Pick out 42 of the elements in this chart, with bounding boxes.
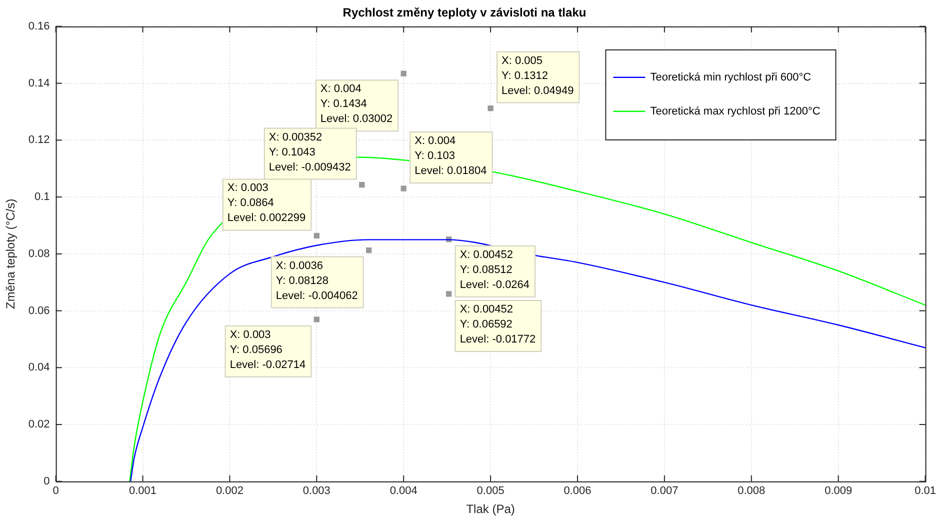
x-tick-label: 0.007 — [650, 485, 678, 498]
x-axis-title: Tlak (Pa) — [466, 502, 515, 516]
annotation: X: 0.005 Y: 0.1312 Level: 0.04949 — [502, 54, 574, 97]
point — [400, 186, 406, 192]
legend-label: Teoretická max rychlost při 1200°C — [650, 105, 820, 118]
x-tick-label: 0.003 — [302, 485, 330, 498]
annotation: X: 0.00352 Y: 0.1043 Level: -0.009432 — [268, 131, 351, 174]
point — [366, 247, 372, 254]
x-tick-label: 0.005 — [476, 485, 504, 498]
point — [314, 316, 320, 322]
y-tick-label: 0.08 — [28, 248, 50, 260]
annotation: X: 0.00452 Y: 0.08512 Level: -0.0264 — [460, 248, 530, 291]
x-tick-label: 0.006 — [564, 485, 592, 498]
y-tick-label: 0.04 — [28, 362, 50, 374]
x-tick-label: 0.01 — [914, 485, 936, 498]
x-tick-label: 0 — [52, 485, 59, 498]
y-tick-label: 0.02 — [28, 418, 50, 431]
annotation: X: 0.004 Y: 0.103 Level: 0.01804 — [414, 135, 487, 178]
annotation: X: 0.0036 Y: 0.08128 Level: -0.004062 — [276, 260, 358, 302]
x-tick-label: 0.004 — [390, 485, 418, 498]
x-tick-label: 0.001 — [128, 485, 157, 498]
annotation: X: 0.003 Y: 0.05696 Level: -0.02714 — [230, 328, 306, 371]
y-tick-label: 0.14 — [28, 77, 50, 90]
y-axis-title: Změna teploty (°C/s) — [4, 198, 18, 309]
point — [400, 70, 406, 76]
legend-label: Teoretická min rychlost při 600°C — [650, 71, 812, 84]
y-tick-label: 0.12 — [28, 134, 50, 146]
x-tick-label: 0.008 — [738, 485, 766, 498]
x-tick-label: 0.002 — [216, 485, 244, 498]
annotation: X: 0.00452 Y: 0.06592 Level: -0.01772 — [460, 303, 536, 346]
point — [359, 182, 365, 188]
annotation: X: 0.003 Y: 0.0864 Level: 0.002299 — [227, 182, 306, 224]
annotation: X: 0.004 Y: 0.1434 Level: 0.03002 — [320, 83, 393, 126]
y-tick-label: 0.16 — [28, 20, 50, 32]
y-tick-label: 0.1 — [34, 191, 50, 204]
y-tick-label: 0.06 — [28, 304, 50, 317]
y-tick-label: 0 — [44, 475, 50, 488]
x-tick-label: 0.009 — [824, 485, 852, 498]
chart-title: Rychlost změny teploty v závisloti na tlaku — [342, 6, 586, 20]
point — [488, 105, 494, 112]
point — [446, 291, 452, 297]
point — [314, 232, 320, 239]
